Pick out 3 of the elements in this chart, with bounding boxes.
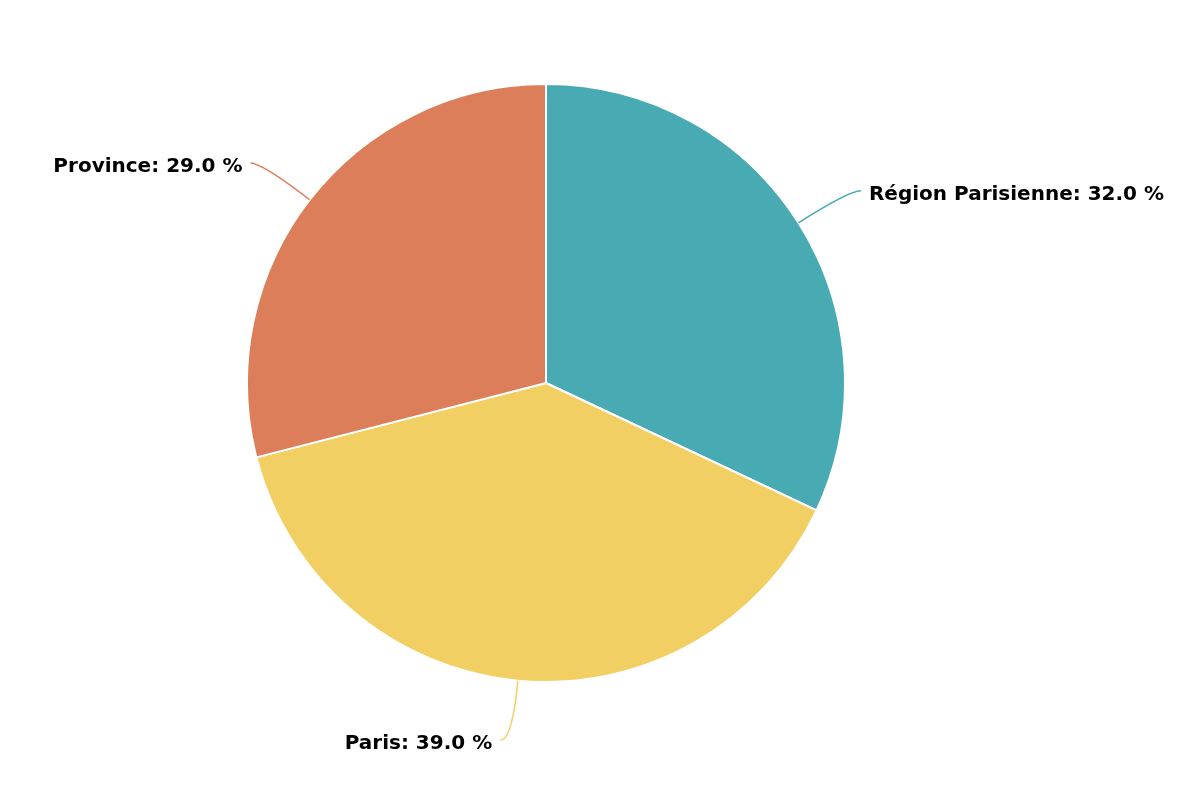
slice-label: Paris: 39.0 % bbox=[344, 730, 493, 755]
slice-label: Province: 29.0 % bbox=[53, 153, 243, 178]
slice-label: Région Parisienne: 32.0 % bbox=[868, 180, 1165, 205]
